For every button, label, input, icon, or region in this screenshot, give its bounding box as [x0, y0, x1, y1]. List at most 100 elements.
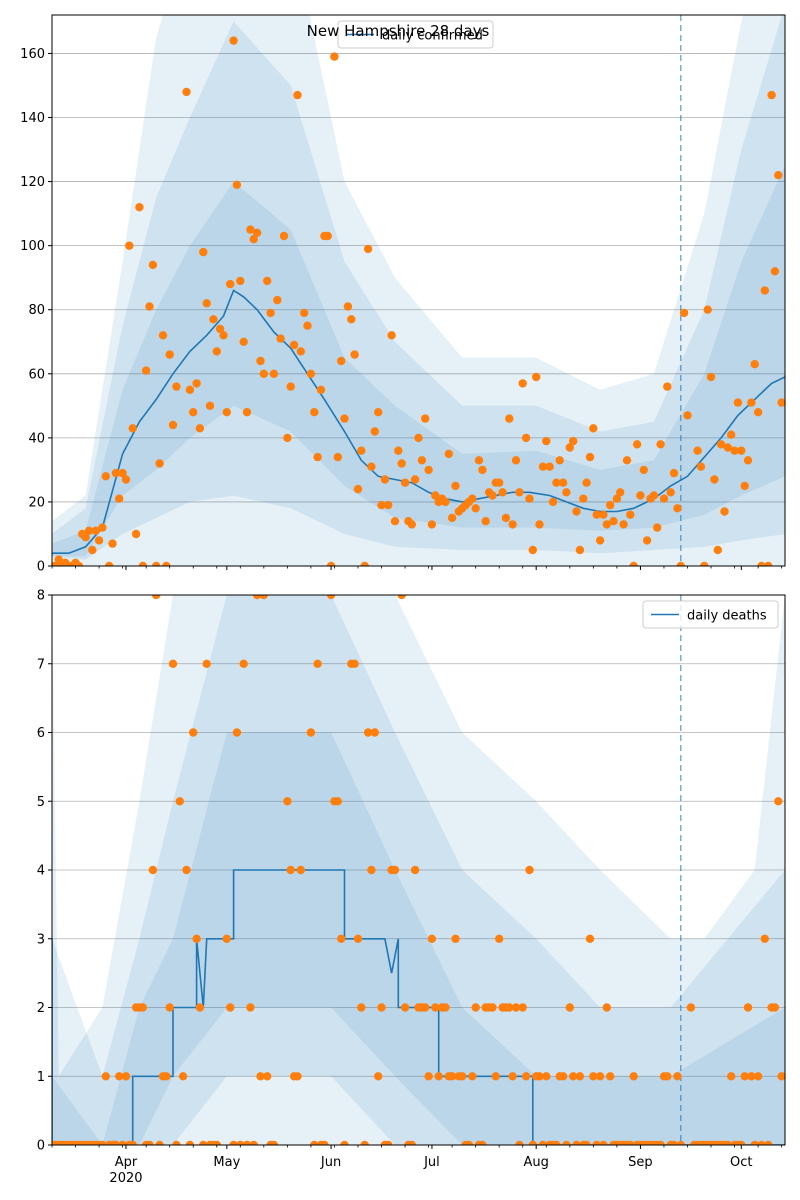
data-point [508, 520, 517, 529]
data-point [723, 443, 732, 452]
data-point [421, 414, 430, 423]
data-point [236, 276, 245, 286]
data-point [770, 1003, 780, 1012]
data-point [679, 308, 689, 318]
legend-label: daily confirmed [382, 29, 483, 44]
data-point [189, 728, 198, 737]
data-point [202, 659, 211, 668]
data-point [242, 408, 252, 417]
data-point [676, 1140, 685, 1145]
data-point [168, 659, 178, 668]
data-point [135, 203, 144, 212]
data-point [152, 561, 161, 566]
data-point [374, 1072, 383, 1081]
data-point [222, 408, 231, 417]
data-point [676, 561, 685, 566]
data-point [236, 1140, 245, 1145]
data-point [716, 440, 726, 449]
data-point [747, 1072, 756, 1081]
x-tick-label: Sep [628, 1155, 653, 1170]
data-point [629, 561, 638, 566]
y-tick-label: 0 [37, 1139, 45, 1154]
data-point [84, 526, 94, 535]
data-point [727, 1072, 736, 1081]
data-point [212, 347, 221, 356]
data-point [88, 545, 97, 555]
data-point [753, 408, 763, 417]
data-point [592, 510, 601, 519]
data-point [397, 595, 406, 600]
y-tick-label: 80 [28, 303, 45, 318]
data-point [209, 315, 218, 324]
data-point [669, 468, 679, 478]
data-point [410, 865, 420, 875]
y-tick-label: 6 [37, 726, 45, 741]
data-point [700, 561, 709, 566]
data-point [353, 484, 363, 494]
data-point [706, 372, 716, 382]
data-point [195, 1003, 205, 1012]
data-point [774, 797, 783, 806]
data-point [525, 494, 534, 503]
data-point [552, 478, 561, 487]
data-point [303, 321, 312, 330]
data-point [653, 523, 662, 532]
data-point [226, 279, 235, 289]
data-point [468, 494, 477, 503]
data-point [397, 459, 406, 468]
data-point [505, 1003, 514, 1012]
data-point [306, 369, 316, 378]
data-point [148, 260, 158, 270]
data-point [585, 452, 595, 462]
data-point [91, 526, 100, 535]
data-point [175, 797, 184, 806]
data-point [777, 1072, 785, 1081]
y-tick-label: 160 [20, 47, 45, 62]
data-point [710, 475, 719, 484]
data-point [108, 539, 117, 548]
data-point [229, 1140, 238, 1145]
data-point [189, 408, 198, 417]
data-point [757, 561, 766, 566]
data-point [693, 446, 702, 455]
data-point [256, 356, 265, 366]
data-point [535, 1072, 544, 1081]
data-point [246, 1003, 255, 1012]
data-point [528, 1140, 537, 1145]
data-point [357, 446, 366, 455]
data-point [649, 491, 659, 500]
data-point [367, 865, 376, 875]
data-point [252, 595, 262, 600]
data-point [451, 481, 460, 491]
data-point [400, 478, 410, 487]
data-point [286, 865, 295, 875]
data-point [491, 1072, 500, 1081]
data-point [219, 331, 228, 340]
data-point [542, 1072, 551, 1081]
data-point [252, 228, 262, 237]
data-point [263, 1072, 272, 1081]
data-point [172, 1140, 181, 1145]
data-point [182, 865, 191, 875]
data-point [740, 481, 749, 491]
data-point [636, 491, 645, 500]
data-point [572, 507, 581, 516]
data-point [239, 337, 248, 346]
data-point [367, 462, 376, 471]
data-point [737, 1140, 746, 1145]
data-point [410, 475, 420, 484]
data-point [639, 465, 648, 475]
data-point [427, 520, 437, 529]
data-point [444, 449, 453, 459]
data-point [777, 398, 785, 407]
data-point [310, 408, 319, 417]
data-point [417, 456, 427, 465]
data-point [226, 1003, 235, 1012]
y-tick-label: 5 [37, 795, 45, 810]
data-point [421, 1003, 430, 1012]
data-point [471, 1003, 480, 1012]
data-point [673, 1072, 682, 1081]
data-point [384, 500, 393, 510]
data-point [283, 433, 292, 443]
